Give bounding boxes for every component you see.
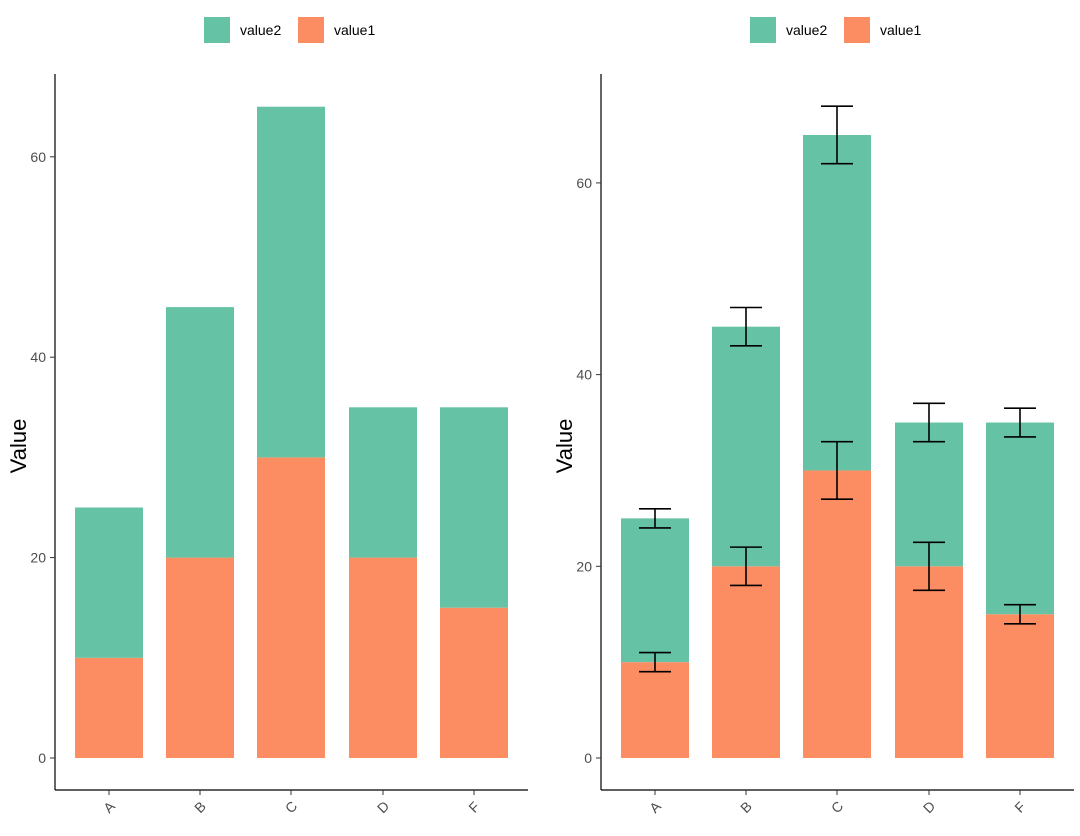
bar-value2-A — [621, 518, 689, 663]
y-tick-label: 0 — [584, 750, 592, 766]
bar-value1-B — [166, 557, 234, 758]
errorbar-value2-F — [1004, 407, 1036, 438]
y-axis-title: Value — [552, 419, 577, 474]
x-tick-label: A — [100, 798, 118, 816]
legend: value2 value1 — [750, 17, 921, 43]
errorbar-value1-D — [913, 541, 945, 592]
bar-value2-F — [986, 422, 1054, 615]
x-tick-label: B — [191, 798, 209, 816]
x-tick-label: F — [465, 798, 482, 815]
legend-swatch-value2 — [204, 17, 230, 43]
bar-value2-A — [75, 507, 143, 658]
y-tick-label: 40 — [30, 349, 46, 365]
chart-panel-1: value2 value1 0 20 40 60 A B C D F Value — [6, 17, 528, 816]
x-tick-label: C — [828, 798, 846, 816]
legend-swatch-value1 — [298, 17, 324, 43]
y-tick-label: 60 — [576, 175, 592, 191]
x-tick-label: C — [282, 798, 300, 816]
errorbar-value1-B — [730, 546, 762, 587]
bar-value2-C — [803, 134, 871, 471]
bar-value1-D — [349, 557, 417, 758]
legend-swatch-value1 — [844, 17, 870, 43]
errorbar-value2-C — [821, 105, 853, 165]
errorbar-value2-D — [913, 402, 945, 443]
legend: value2 value1 — [204, 17, 375, 43]
bar-value2-B — [712, 326, 780, 567]
bar-value2-C — [257, 106, 325, 458]
errorbar-value2-B — [730, 306, 762, 347]
x-tick-label: D — [374, 798, 392, 816]
bar-value2-F — [440, 407, 508, 608]
bar-value1-A — [621, 662, 689, 758]
y-tick-label: 40 — [576, 367, 592, 383]
y-tick-label: 20 — [576, 558, 592, 574]
bar-value1-B — [712, 566, 780, 758]
x-tick-label: B — [737, 798, 755, 816]
bar-value1-D — [895, 566, 963, 758]
y-tick-label: 0 — [38, 750, 46, 766]
legend-label-value1: value1 — [334, 22, 375, 38]
errorbar-value1-A — [639, 651, 671, 673]
bar-value1-F — [440, 607, 508, 758]
errorbar-value2-A — [639, 507, 671, 529]
bar-value1-C — [257, 457, 325, 758]
bar-value1-F — [986, 614, 1054, 758]
legend-label-value2: value2 — [786, 22, 827, 38]
bar-value2-B — [166, 307, 234, 558]
chart-panel-2: value2 value1 0 20 40 60 A B C D F Value — [552, 17, 1074, 816]
x-tick-label: F — [1011, 798, 1028, 815]
errorbar-value1-C — [821, 440, 853, 501]
x-tick-label: A — [646, 798, 664, 816]
legend-swatch-value2 — [750, 17, 776, 43]
y-tick-label: 20 — [30, 550, 46, 566]
bar-value2-D — [349, 407, 417, 558]
bar-value1-A — [75, 657, 143, 758]
y-tick-label: 60 — [30, 149, 46, 165]
x-tick-label: D — [920, 798, 938, 816]
errorbar-value1-F — [1004, 603, 1036, 625]
legend-label-value1: value1 — [880, 22, 921, 38]
y-axis-title: Value — [6, 419, 31, 474]
bar-value1-C — [803, 470, 871, 758]
legend-label-value2: value2 — [240, 22, 281, 38]
